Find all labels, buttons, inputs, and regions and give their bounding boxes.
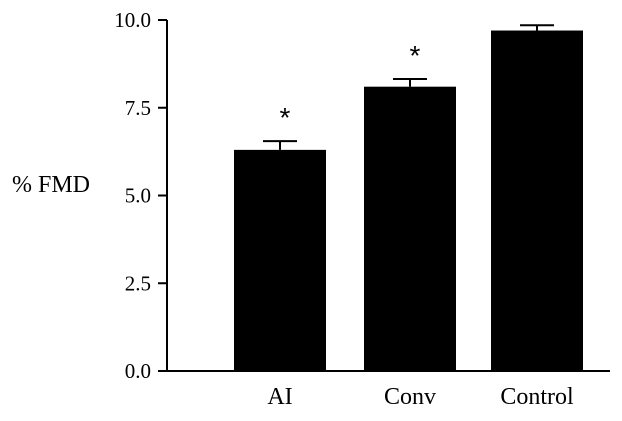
- y-tick-label: 5.0: [125, 184, 151, 208]
- y-tick-label: 0.0: [125, 359, 151, 383]
- bar-ai: [234, 149, 326, 371]
- x-category-label: Conv: [384, 384, 436, 410]
- bars: AI * Conv * Control: [234, 24, 583, 410]
- y-tick-label: 7.5: [125, 96, 151, 120]
- y-axis-title: % FMD: [12, 172, 90, 198]
- significance-asterisk: *: [280, 102, 291, 133]
- y-tick-label: 2.5: [125, 271, 151, 295]
- x-category-label: Control: [500, 384, 574, 410]
- y-tick-label: 10.0: [114, 8, 151, 32]
- y-ticks: 0.0 2.5 5.0 7.5 10.0: [114, 8, 167, 383]
- bar-conv: [364, 86, 456, 371]
- bar-control: [491, 30, 583, 372]
- x-category-label: AI: [267, 384, 292, 410]
- significance-asterisk: *: [410, 40, 421, 71]
